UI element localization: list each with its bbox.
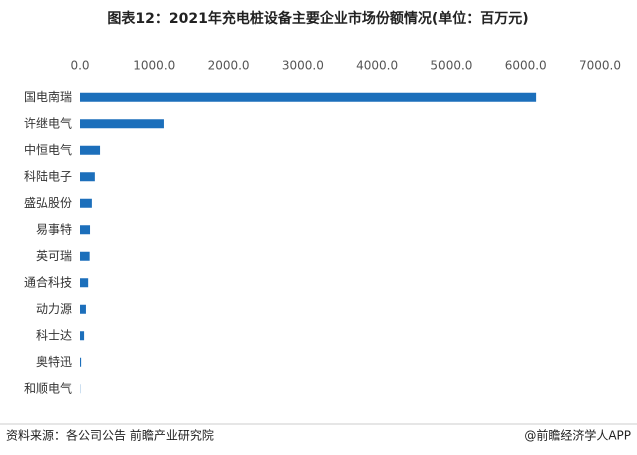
x-tick-label: 6000.0: [505, 59, 547, 73]
bar: [80, 172, 95, 182]
bar: [80, 145, 101, 155]
y-tick-label: 科士达: [36, 328, 72, 342]
x-tick-label: 3000.0: [282, 59, 324, 73]
y-tick-label: 盛弘股份: [24, 195, 72, 210]
bar: [80, 251, 90, 261]
bar: [80, 304, 86, 314]
y-tick-label: 和顺电气: [24, 380, 72, 395]
y-tick-label: 动力源: [36, 302, 72, 316]
x-tick-label: 4000.0: [356, 59, 398, 73]
credit: @前瞻经济学人APP: [524, 428, 631, 443]
y-tick-label: 许继电气: [24, 115, 72, 130]
bar: [80, 331, 85, 341]
source: 资料来源：各公司公告 前瞻产业研究院: [6, 428, 214, 443]
x-tick-label: 1000.0: [133, 59, 175, 73]
y-tick-label: 英可瑞: [36, 249, 72, 263]
bar: [80, 357, 82, 367]
bar: [80, 225, 91, 235]
chart-title: 图表12：2021年充电桩设备主要企业市场份额情况(单位：百万元): [107, 10, 528, 27]
y-tick-label: 国电南瑞: [24, 89, 72, 104]
bar: [80, 92, 537, 102]
x-tick-label: 7000.0: [579, 59, 621, 73]
y-tick-label: 中恒电气: [24, 142, 72, 157]
y-tick-label: 奥特迅: [36, 354, 72, 369]
y-tick-label: 通合科技: [24, 274, 72, 289]
bar: [80, 119, 164, 129]
y-tick-label: 科陆电子: [24, 168, 72, 183]
y-tick-label: 易事特: [36, 221, 72, 236]
x-tick-label: 0.0: [70, 59, 89, 73]
bar: [80, 278, 89, 288]
x-tick-label: 5000.0: [430, 59, 472, 73]
x-tick-label: 2000.0: [208, 59, 250, 73]
bar: [80, 198, 92, 208]
